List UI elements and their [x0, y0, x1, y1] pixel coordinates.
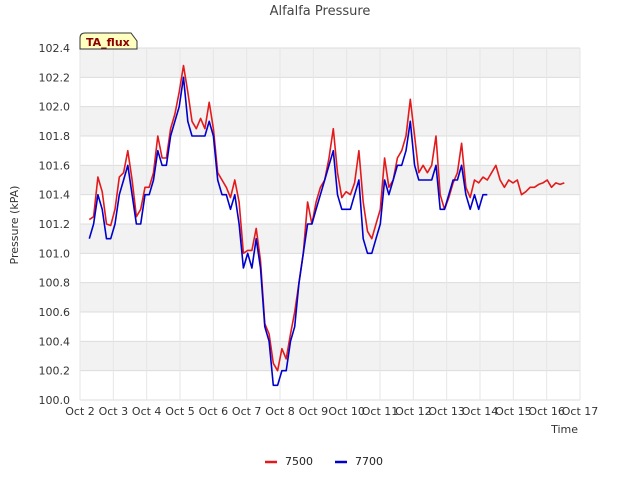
y-tick-label: 100.0	[39, 394, 71, 407]
x-tick-label: Oct 6	[199, 405, 229, 418]
x-tick-label: Oct 15	[495, 405, 532, 418]
x-tick-label: Oct 7	[232, 405, 262, 418]
ta-flux-badge: TA_flux	[79, 32, 138, 50]
y-tick-label: 102.0	[39, 101, 71, 114]
x-tick-label: Oct 14	[462, 405, 499, 418]
y-tick-label: 101.8	[39, 130, 71, 143]
grid-lines	[79, 47, 581, 401]
grid-bands	[80, 48, 580, 371]
grid-band	[80, 48, 580, 78]
y-tick-label: 101.4	[39, 189, 71, 202]
grid-band	[80, 224, 580, 254]
legend-label-7500: 7500	[285, 455, 313, 468]
y-tick-label: 102.2	[39, 71, 71, 84]
grid-band	[80, 282, 580, 312]
chart-title: Alfalfa Pressure	[270, 4, 371, 19]
x-tick-label: Oct 9	[299, 405, 329, 418]
x-tick-label: Oct 17	[562, 405, 599, 418]
badge-label: TA_flux	[86, 36, 130, 49]
x-axis-title: Time	[550, 423, 578, 436]
series-line-7500	[88, 64, 565, 372]
y-tick-label: 100.8	[39, 277, 71, 290]
x-tick-label: Oct 11	[362, 405, 399, 418]
x-tick-label: Oct 13	[428, 405, 465, 418]
badge-shape	[79, 32, 138, 50]
x-tick-label: Oct 12	[395, 405, 432, 418]
y-tick-label: 101.6	[39, 159, 71, 172]
legend-label-7700: 7700	[355, 455, 383, 468]
x-tick-label: Oct 10	[328, 405, 365, 418]
y-tick-label: 100.6	[39, 306, 71, 319]
y-tick-labels: 100.0 100.2 100.4 100.6 100.8 101.0 101.2 101.4…	[39, 42, 71, 407]
series-layer	[88, 64, 565, 387]
y-tick-label: 102.4	[39, 42, 71, 55]
series-line-7700	[88, 76, 488, 387]
x-tick-label: Oct 8	[265, 405, 295, 418]
y-tick-label: 101.2	[39, 218, 71, 231]
x-tick-label: Oct 4	[132, 405, 162, 418]
x-tick-labels: Oct 2 Oct 3 Oct 4 Oct 5 Oct 6 Oct 7 Oct 8 Oct 9…	[65, 405, 598, 418]
grid-band	[80, 341, 580, 371]
y-tick-label: 101.0	[39, 247, 71, 260]
y-axis-title: Pressure (kPA)	[8, 186, 21, 265]
grid-band	[80, 106, 580, 136]
x-tick-label: Oct 2	[65, 405, 95, 418]
x-tick-label: Oct 3	[99, 405, 129, 418]
legend: 7500 7700	[265, 455, 383, 468]
x-tick-label: Oct 16	[528, 405, 565, 418]
y-tick-label: 100.2	[39, 365, 71, 378]
y-tick-label: 100.4	[39, 335, 71, 348]
x-tick-label: Oct 5	[165, 405, 195, 418]
